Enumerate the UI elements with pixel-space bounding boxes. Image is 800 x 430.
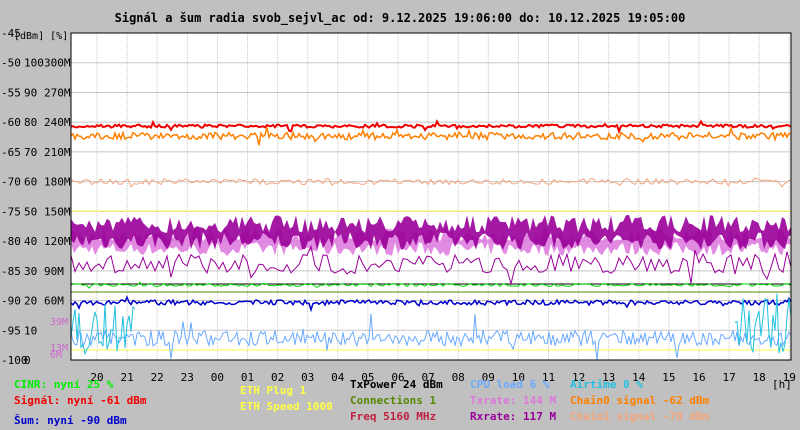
y-tick-dbm: -90 [1,295,21,308]
x-tick: 12 [572,371,585,384]
x-tick: 05 [361,371,374,384]
x-tick: 14 [632,371,646,384]
y-tick-extra: 6M [50,350,62,361]
y-tick-dbm: -65 [1,146,21,159]
y-tick-pct: 20 [24,295,37,308]
y-tick-dbm: -80 [1,235,21,248]
y-tick-pct: 0 [24,354,31,367]
legend-item: TxPower 24 dBm [350,378,443,391]
x-tick: 22 [151,371,164,384]
y-tick-rate: 90M [44,265,64,278]
legend-item: Šum: nyní -90 dBm [14,414,127,427]
x-tick: 15 [662,371,675,384]
chart-title: Signál a šum radia svob_sejvl_ac od: 9.1… [114,11,686,25]
series-signal [70,119,792,135]
x-tick: 18 [753,371,766,384]
x-tick: 03 [301,371,314,384]
y-tick-rate: 300M [44,57,71,70]
y-tick-extra: 13M [50,343,68,354]
x-tick: 02 [271,371,284,384]
y-tick-pct: 100 [24,57,44,70]
series-cinr [70,281,792,289]
x-tick: 09 [482,371,495,384]
plot-border [70,32,792,361]
x-tick: 17 [722,371,735,384]
x-tick: 11 [542,371,555,384]
legend-item: Airtime 0 % [570,378,643,391]
y-tick-pct: 70 [24,146,37,159]
y-tick-pct: 40 [24,235,37,248]
legend-item: Signál: nyní -61 dBm [14,394,147,407]
y-tick-rate: 210M [44,146,71,159]
y-tick-extra: 39M [50,317,68,328]
x-tick: 04 [331,371,345,384]
x-tick: 07 [421,371,434,384]
y-tick-dbm: -100 [1,354,28,367]
y-tick-rate: 270M [44,86,71,99]
series-rxrate [71,215,791,250]
legend-item: ETH Speed 1000 [240,400,333,413]
y-tick-rate: 120M [44,235,71,248]
legend-item: Rxrate: 117 M [470,410,557,423]
legend-item: Freq 5160 MHz [350,410,437,423]
x-tick: 01 [241,371,254,384]
y-tick-pct: 60 [24,176,37,189]
legend-item: ETH Plug 1 [240,384,307,397]
x-tick: 06 [391,371,404,384]
legend-item: Chain0 signal -62 dBm [570,394,710,407]
y-tick-rate: 180M [44,176,71,189]
y-tick-dbm: -70 [1,176,21,189]
y-tick-pct: 90 [24,86,37,99]
x-tick: 13 [602,371,615,384]
y-tick-pct: 80 [24,116,37,129]
legend-item: Txrate: 144 M [470,394,557,407]
x-axis-unit: [h] [772,378,792,391]
series-cpu [70,313,792,361]
x-tick: 08 [452,371,465,384]
series-airtime-left [70,303,136,356]
y-tick-dbm: -50 [1,57,21,70]
y-tick-dbm: -55 [1,86,21,99]
y-tick-rate: 60M [44,295,64,308]
series-noise [70,295,792,313]
x-tick: 23 [181,371,194,384]
x-tick: 16 [692,371,705,384]
x-tick: 10 [512,371,525,384]
y-tick-dbm: -60 [1,116,21,129]
y-tick-dbm: -85 [1,265,21,278]
y-tick-dbm: -75 [1,205,21,218]
series-chain0 [70,126,792,146]
series-chain1 [70,177,792,188]
series-airtime-right [734,293,792,354]
x-tick: 20 [90,371,103,384]
y-tick-rate: 240M [44,116,71,129]
y-axis-header: [dBm] [%] [14,31,68,42]
x-tick: 19 [783,371,796,384]
y-tick-pct: 10 [24,324,37,337]
plot-area [71,33,791,360]
y-tick-pct: 50 [24,205,37,218]
legend-item: Chain1 signal -70 dBm [570,410,710,423]
series-rxrate-spikes [70,244,792,286]
y-tick-dbm: -45 [1,27,21,40]
x-tick: 21 [120,371,133,384]
legend-item: Connections 1 [350,394,437,407]
y-tick-rate: 150M [44,205,71,218]
x-tick: 00 [211,371,224,384]
legend-item: CINR: nyní 25 % [14,378,114,391]
y-tick-dbm: -95 [1,324,21,337]
legend-item: CPU load 6 % [470,378,550,391]
y-tick-pct: 30 [24,265,37,278]
